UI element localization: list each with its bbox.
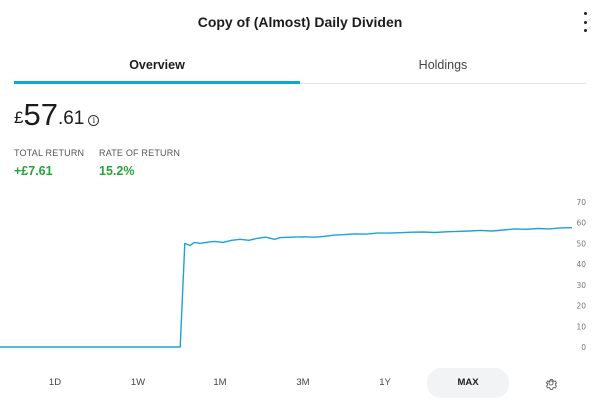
kebab-menu-icon[interactable] (580, 12, 590, 32)
gear-icon[interactable] (544, 376, 558, 390)
rate-of-return: RATE OF RETURN 15.2% (99, 148, 180, 178)
y-tick-label: 0 (581, 343, 586, 352)
y-axis-ticks: 70 60 50 40 30 20 10 0 (576, 198, 586, 352)
y-tick-label: 10 (576, 322, 586, 331)
total-return: TOTAL RETURN +£7.61 (14, 148, 84, 178)
series-line (0, 227, 573, 348)
total-return-label: TOTAL RETURN (14, 148, 85, 158)
range-max[interactable]: MAX (427, 368, 509, 398)
range-1d[interactable]: 1D (48, 377, 62, 388)
range-1y[interactable]: 1Y (379, 377, 391, 388)
time-range-selector: 1D 1W 1M 3M 1Y MAX (14, 368, 586, 398)
portfolio-value: £ 57 .61 i (14, 97, 100, 132)
portfolio-title: Copy of (Almost) Daily Dividen (197, 14, 403, 30)
rate-of-return-label: RATE OF RETURN (99, 148, 181, 158)
currency-symbol: £ (14, 108, 24, 127)
y-tick-label: 20 (576, 302, 586, 311)
value-decimal: .61 (57, 108, 85, 129)
tab-holdings[interactable]: Holdings (418, 58, 468, 72)
y-tick-label: 30 (576, 281, 586, 290)
y-tick-label: 70 (576, 198, 586, 207)
chart-series (0, 227, 573, 348)
performance-chart[interactable]: 70 60 50 40 30 20 10 0 (0, 192, 600, 360)
info-icon[interactable]: i (88, 115, 100, 126)
app-header: Copy of (Almost) Daily Dividen (0, 0, 600, 46)
y-tick-label: 50 (576, 239, 586, 248)
y-tick-label: 40 (576, 260, 586, 269)
total-return-value: +£7.61 (14, 164, 53, 178)
y-tick-label: 60 (576, 219, 586, 228)
rate-of-return-value: 15.2% (99, 164, 135, 178)
range-3m[interactable]: 3M (296, 377, 310, 388)
range-1m[interactable]: 1M (213, 377, 227, 388)
range-1w[interactable]: 1W (130, 377, 146, 388)
tab-overview[interactable]: Overview (14, 50, 300, 84)
tab-bar: Overview Holdings (14, 50, 586, 84)
value-integer: 57 (23, 97, 58, 132)
